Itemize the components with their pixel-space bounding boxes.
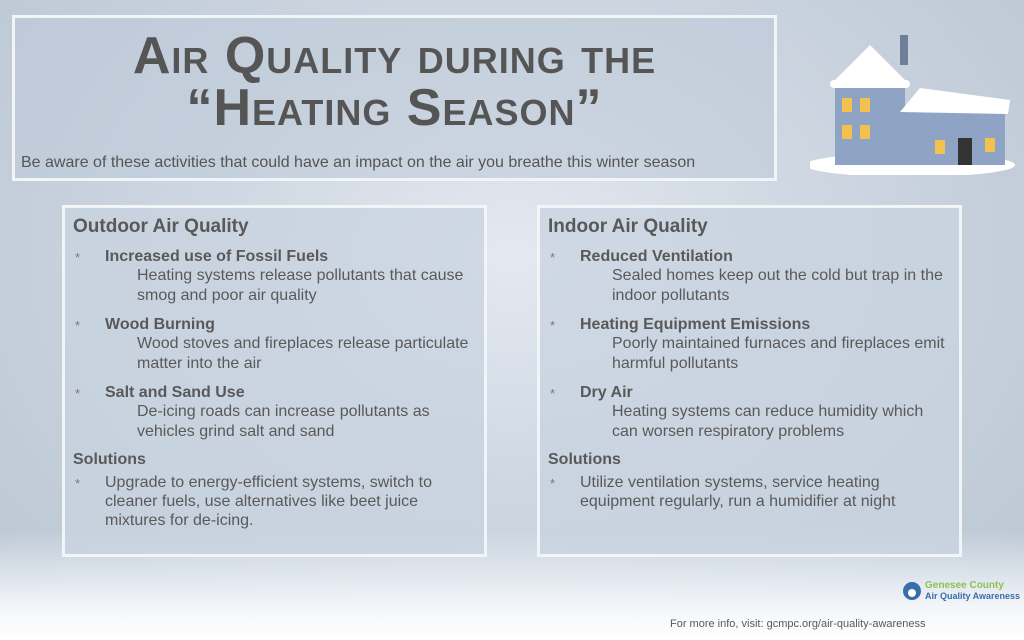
bullet-icon: * [550, 318, 556, 333]
indoor-air-quality-panel: Indoor Air Quality * Reduced Ventilation S… [537, 205, 962, 557]
list-item: * Increased use of Fossil Fuels Heating sy… [73, 247, 476, 306]
house-illustration [810, 35, 1015, 175]
item-desc: De-icing roads can increase pollutants a… [137, 403, 430, 440]
solution-text: Utilize ventilation systems, service hea… [580, 474, 896, 510]
item-title: Reduced Ventilation [580, 248, 733, 265]
item-title: Increased use of Fossil Fuels [105, 248, 329, 265]
list-item: * Dry Air Heating systems can reduce humid… [548, 383, 951, 442]
item-desc: Heating systems release pollutants that … [137, 267, 464, 304]
outdoor-air-quality-panel: Outdoor Air Quality * Increased use of Fo… [62, 205, 487, 557]
bullet-icon: * [75, 386, 81, 401]
item-desc: Poorly maintained furnaces and fireplace… [612, 335, 945, 372]
list-item: * Reduced Ventilation Sealed homes keep ou… [548, 247, 951, 306]
solutions: Solutions * Upgrade to energy-efficient s… [73, 451, 476, 530]
list-item: * Salt and Sand Use De-icing roads can inc… [73, 383, 476, 442]
bullet-icon: * [550, 386, 556, 401]
footer-link-text: For more info, visit: gcmpc.org/air-qual… [670, 618, 926, 630]
subtitle: Be aware of these activities that could … [21, 154, 696, 171]
item-desc: Sealed homes keep out the cold but trap … [612, 267, 943, 304]
page-title: Air Quality during the “Heating Season” [132, 27, 657, 137]
panel-heading: Outdoor Air Quality [73, 216, 249, 237]
bullet-icon: * [75, 250, 81, 265]
panel-heading: Indoor Air Quality [548, 216, 708, 237]
item-title: Dry Air [580, 384, 633, 401]
item-desc: Wood stoves and fireplaces release parti… [137, 335, 469, 372]
bullet-icon: * [75, 476, 81, 491]
logo-emblem-icon [903, 582, 921, 600]
bullet-icon: * [75, 318, 81, 333]
solutions: Solutions * Utilize ventilation systems, … [548, 451, 951, 511]
bullet-icon: * [550, 476, 556, 491]
item-title: Heating Equipment Emissions [580, 316, 811, 333]
genesee-county-logo: Genesee County Air Quality Awareness [902, 581, 1020, 601]
solutions-heading: Solutions [73, 451, 146, 468]
list-item: * Wood Burning Wood stoves and fireplaces … [73, 315, 476, 374]
solution-text: Upgrade to energy-efficient systems, swi… [105, 474, 432, 529]
list-item: * Heating Equipment Emissions Poorly maint… [548, 315, 951, 374]
item-desc: Heating systems can reduce humidity whic… [612, 403, 924, 440]
item-title: Wood Burning [105, 316, 215, 333]
bullet-icon: * [550, 250, 556, 265]
item-title: Salt and Sand Use [105, 384, 245, 401]
solutions-heading: Solutions [548, 451, 621, 468]
title-box: Air Quality during the “Heating Season” B… [12, 15, 777, 181]
